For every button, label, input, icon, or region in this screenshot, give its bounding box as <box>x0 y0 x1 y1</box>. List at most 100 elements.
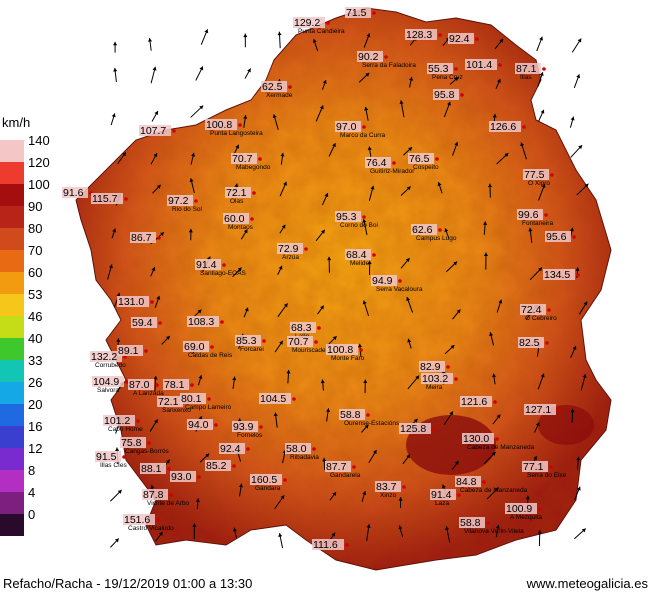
station-value[interactable]: 76.5 <box>409 153 430 165</box>
station-value-bg <box>524 404 556 415</box>
station-value[interactable]: 115.7 <box>92 193 118 205</box>
station-value-bg <box>62 187 88 198</box>
station-value[interactable]: 99.6 <box>518 209 539 221</box>
station-value[interactable]: 87.1 <box>516 63 537 75</box>
station-value[interactable]: 103.2 <box>422 373 448 385</box>
station-value[interactable]: 62.5 <box>262 81 283 93</box>
station-name: O Xipro <box>528 180 550 187</box>
station-value[interactable]: 130.0 <box>463 433 489 445</box>
station-value[interactable]: 90.2 <box>358 51 379 63</box>
station-value[interactable]: 62.6 <box>412 224 433 236</box>
station-value[interactable]: 78.1 <box>164 379 185 391</box>
station-value[interactable]: 92.4 <box>220 443 241 455</box>
station-value[interactable]: 89.1 <box>118 345 139 357</box>
station-value[interactable]: 86.7 <box>131 232 152 244</box>
legend-label-20: 20 <box>28 397 43 412</box>
station-value[interactable]: 91.4 <box>196 259 217 271</box>
station-marker <box>136 419 140 423</box>
station-value[interactable]: 70.7 <box>232 153 253 165</box>
station-value[interactable]: 128.3 <box>406 29 432 41</box>
station-value[interactable]: 104.9 <box>93 376 119 388</box>
wind-arrow-head <box>322 457 327 462</box>
station-value[interactable]: 94.0 <box>188 419 209 431</box>
station-value[interactable]: 58.8 <box>340 409 361 421</box>
station-value[interactable]: 82.9 <box>420 361 441 373</box>
legend-swatch-8 <box>0 470 24 492</box>
station-value[interactable]: 91.4 <box>431 489 452 501</box>
station-value[interactable]: 93.9 <box>233 421 254 433</box>
station-value[interactable]: 131.0 <box>118 296 144 308</box>
station-value[interactable]: 72.4 <box>521 304 542 316</box>
station-value[interactable]: 97.2 <box>168 195 189 207</box>
station-value[interactable]: 71.5 <box>346 7 367 19</box>
station-value[interactable]: 132.2 <box>91 351 117 363</box>
station-value[interactable]: 87.0 <box>129 379 150 391</box>
station-value[interactable]: 93.0 <box>171 471 192 483</box>
station-value[interactable]: 77.5 <box>524 169 545 181</box>
station-value[interactable]: 97.0 <box>336 121 357 133</box>
station-marker <box>150 300 154 304</box>
station-value[interactable]: 72.9 <box>278 243 299 255</box>
station-value[interactable]: 101.2 <box>104 415 130 427</box>
station-value[interactable]: 125.8 <box>400 423 426 435</box>
station-value[interactable]: 77.1 <box>523 461 544 473</box>
station-value[interactable]: 76.4 <box>366 157 387 169</box>
station-value[interactable]: 91.5 <box>96 451 117 463</box>
station-value[interactable]: 95.6 <box>546 231 567 243</box>
station-value[interactable]: 59.4 <box>132 317 153 329</box>
source-link[interactable]: www.meteogalicia.es <box>526 576 648 591</box>
station-value[interactable]: 101.4 <box>466 59 492 71</box>
station-value[interactable]: 92.4 <box>449 33 470 45</box>
station-value[interactable]: 100.9 <box>506 503 532 515</box>
station-value[interactable]: 160.5 <box>251 474 277 486</box>
station-value-bg <box>187 419 213 430</box>
station-value[interactable]: 91.6 <box>63 187 84 199</box>
station-value[interactable]: 58.0 <box>286 443 307 455</box>
station-value[interactable]: 55.3 <box>428 63 449 75</box>
station-value[interactable]: 84.8 <box>456 476 477 488</box>
station-value[interactable]: 126.6 <box>490 121 516 133</box>
station-value[interactable]: 107.7 <box>140 125 166 137</box>
legend-label-26: 26 <box>28 375 43 390</box>
station-value[interactable]: 121.6 <box>461 396 487 408</box>
wind-arrow-head <box>447 101 451 106</box>
station-value[interactable]: 68.3 <box>291 322 312 334</box>
station-value[interactable]: 100.8 <box>327 344 353 356</box>
station-value[interactable]: 69.0 <box>184 341 205 353</box>
station-value[interactable]: 87.8 <box>143 489 164 501</box>
station-value[interactable]: 72.1 <box>158 396 179 408</box>
station-value[interactable]: 95.8 <box>434 89 455 101</box>
station-value[interactable]: 60.0 <box>224 213 245 225</box>
wind-arrow-head <box>232 376 237 381</box>
station-value[interactable]: 80.1 <box>181 393 202 405</box>
legend-label-33: 33 <box>28 353 43 368</box>
wind-arrow-head <box>367 146 372 151</box>
wind-arrow-head <box>117 489 122 494</box>
legend-label-16: 16 <box>28 419 43 434</box>
station-value[interactable]: 85.3 <box>236 335 257 347</box>
station-value[interactable]: 95.3 <box>336 211 357 223</box>
station-value[interactable]: 127.1 <box>525 404 551 416</box>
station-marker <box>486 521 490 525</box>
station-name: O Cebreiro <box>525 315 557 322</box>
station-value[interactable]: 83.7 <box>376 481 397 493</box>
legend-swatch-12 <box>0 448 24 470</box>
station-value[interactable]: 88.1 <box>141 463 162 475</box>
station-value[interactable]: 104.5 <box>260 393 286 405</box>
station-value[interactable]: 111.6 <box>313 539 338 551</box>
station-value[interactable]: 87.7 <box>326 461 347 473</box>
station-value[interactable]: 85.2 <box>206 460 227 472</box>
station-value[interactable]: 94.9 <box>372 275 393 287</box>
station-value[interactable]: 134.5 <box>544 269 570 281</box>
station-value[interactable]: 129.2 <box>294 17 320 29</box>
station-value[interactable]: 72.1 <box>226 187 247 199</box>
station-value[interactable]: 58.8 <box>460 517 481 529</box>
station-value[interactable]: 82.5 <box>519 337 540 349</box>
station-value[interactable]: 108.3 <box>188 316 214 328</box>
station-value[interactable]: 70.7 <box>288 336 309 348</box>
station-value[interactable]: 151.6 <box>124 514 150 526</box>
station-value[interactable]: 100.8 <box>206 119 232 131</box>
station-value[interactable]: 75.8 <box>121 437 142 449</box>
station-value[interactable]: 68.4 <box>346 249 367 261</box>
